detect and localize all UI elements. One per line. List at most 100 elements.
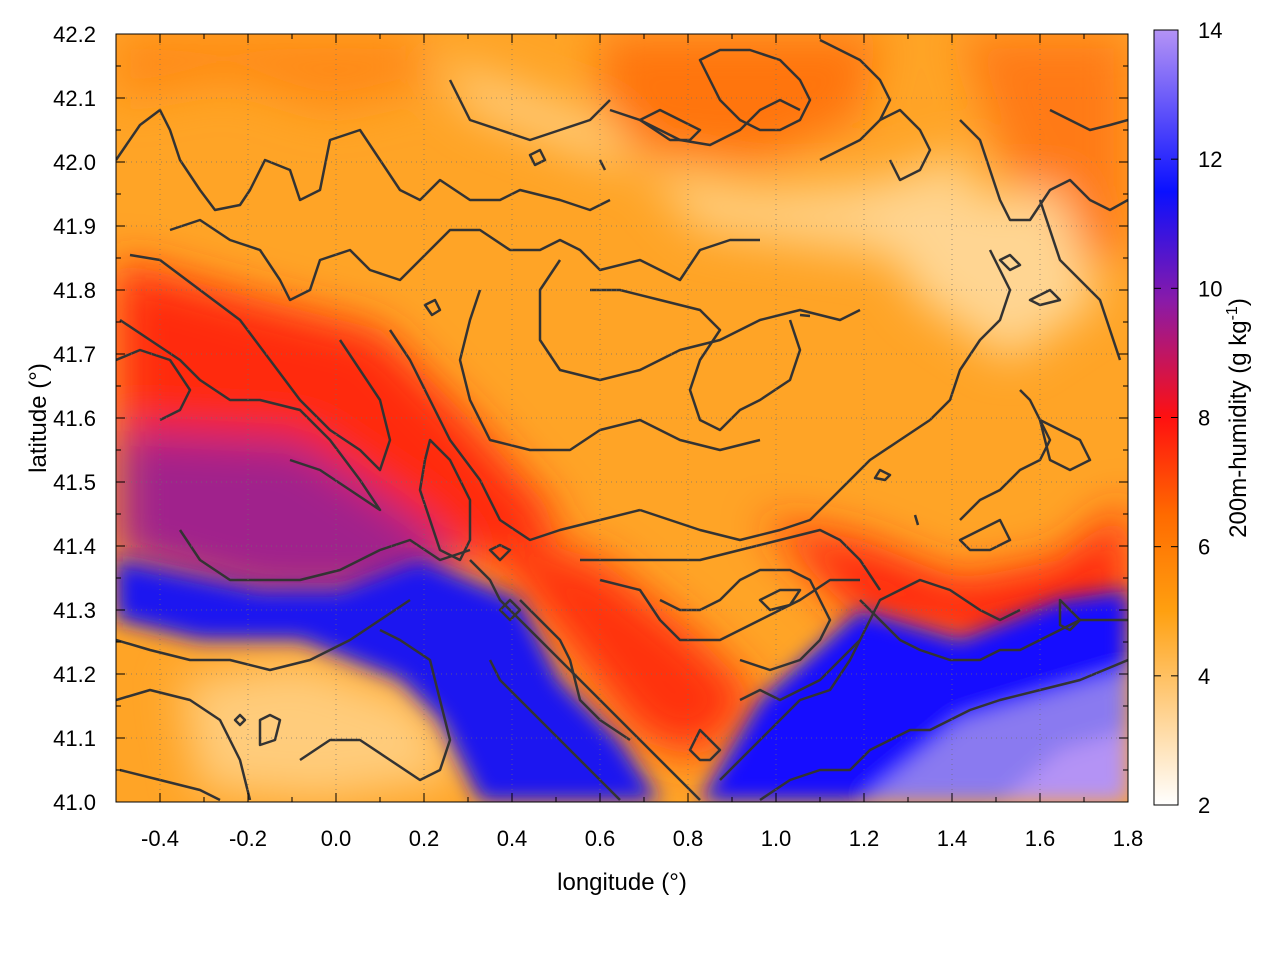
contour-line [1038,199,1122,361]
contour-line [169,218,760,302]
field-west-red [116,260,560,560]
contour-line [598,159,607,171]
contour-line [873,468,892,482]
contour-line [758,588,802,612]
contour-line [739,578,1021,702]
y-tick-label: 42.2 [53,22,96,47]
contour-line [913,514,920,526]
y-tick-label: 41.2 [53,662,96,687]
x-tick-label: 0.8 [673,826,704,851]
contour-line [116,108,611,212]
contour-line [458,289,761,452]
y-tick-label: 42.0 [53,150,96,175]
colorbar-label-close: ) [1225,298,1252,306]
x-tick-label: 1.8 [1113,826,1144,851]
x-tick-label: 1.6 [1025,826,1056,851]
contour-line [423,298,442,317]
colorbar-tick-label: 2 [1198,793,1210,818]
contour-line [116,688,252,801]
colorbar-tick-label: 4 [1198,664,1210,689]
y-tick-label: 41.5 [53,470,96,495]
field-northeast-high [600,34,880,160]
contour-line [488,543,512,562]
y-tick-label: 41.7 [53,342,96,367]
x-tick-label: 1.4 [937,826,968,851]
contour-line [698,48,812,132]
contour-line [129,253,392,472]
field-pale-east [860,190,1100,360]
contour-line [959,119,1128,222]
field-blue-band-west [116,560,660,802]
field-mid-red [460,520,760,760]
contour-line [599,578,860,642]
contour-line [639,418,931,542]
y-tick-label: 41.0 [53,790,96,815]
field-southwest-pale [180,660,460,800]
contour-line [299,628,452,782]
colorbar-tick-label: 12 [1198,147,1222,172]
y-tick-label: 42.1 [53,86,96,111]
x-tick-label: 1.0 [761,826,792,851]
y-tick-label: 41.8 [53,278,96,303]
contour-line [448,79,611,142]
contour-line [799,313,811,318]
contour-line [1038,418,1092,472]
contour-line [233,713,247,727]
contour-line [528,148,547,167]
contour-line [1049,108,1128,132]
colorbar-ticks: 2 4 6 8 10 12 14 [1154,18,1222,818]
contour-line [119,768,221,802]
contour-line [1028,288,1062,307]
y-tick-label: 41.4 [53,534,96,559]
x-tick-label: 0.4 [497,826,528,851]
contour-line [388,329,641,542]
contour-line [580,528,882,591]
y-tick-label: 41.1 [53,726,96,751]
colorbar-label-exponent: -1 [1224,306,1241,320]
contour-line [119,318,382,512]
y-tick-label: 41.9 [53,214,96,239]
contour-line [116,348,192,422]
contour-line [688,728,722,762]
x-tick-label: -0.2 [229,826,267,851]
y-tick-label: 41.3 [53,598,96,623]
contour-line [178,529,471,582]
contour-line [498,598,522,622]
contour-line [998,253,1022,272]
colorbar-tick-label: 8 [1198,406,1210,431]
contour-line [116,598,411,672]
colorbar-tick-label: 10 [1198,276,1222,301]
field-pale-north [440,60,1000,260]
x-tick-label: 0.6 [585,826,616,851]
colorbar-tick-label: 14 [1198,18,1222,43]
field-offshore-light [1000,730,1128,802]
contour-line [819,38,892,162]
x-tick-label: 1.2 [849,826,880,851]
x-tick-label: 0.2 [409,826,440,851]
contour-line [1058,598,1082,632]
colorbar-tick-label: 6 [1198,535,1210,560]
contour-line [469,559,701,801]
field-east-orange [960,34,1128,260]
x-tick-label: -0.4 [141,826,179,851]
contour-line [638,108,702,142]
x-axis: -0.4 -0.2 0.0 0.2 0.4 0.6 0.8 1.0 1.2 1.4 1.6 1.8 [115,34,1144,851]
y-tick-label: 41.6 [53,406,96,431]
contour-line [538,259,861,382]
contour-line [418,438,472,562]
contour-line [659,568,832,672]
contour-line [719,639,862,781]
contour-line [488,659,621,801]
contour-line [759,658,1128,802]
x-tick-label: 0.0 [321,826,352,851]
colorbar-label-main: 200m-humidity (g kg [1225,320,1252,537]
contour-line [879,108,932,182]
contour-line [958,518,1012,552]
x-axis-label: longitude (°) [557,869,687,896]
field-west-purple [116,430,460,600]
contour-line [590,288,802,432]
contour-line [258,713,282,747]
y-axis: 41.0 41.1 41.2 41.3 41.4 41.5 41.6 41.7 41.8 41.9… [53,22,1128,815]
field-north-orange [116,34,420,110]
